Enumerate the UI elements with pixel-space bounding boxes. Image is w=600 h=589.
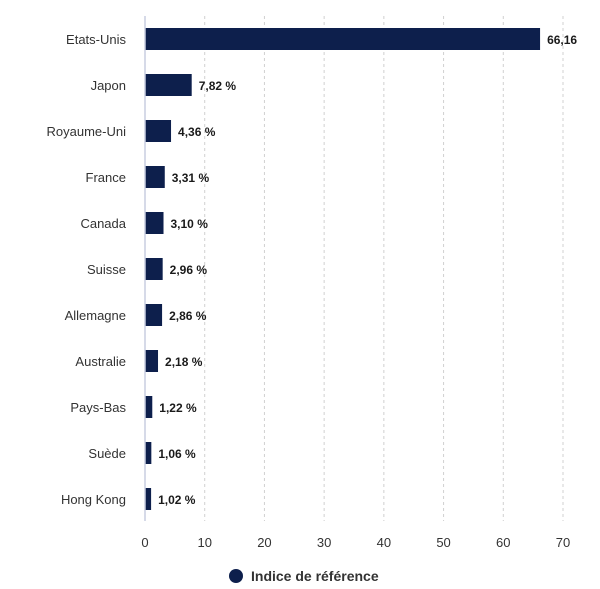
x-tick-label: 30 [317, 535, 331, 550]
value-label: 66,16 [547, 33, 577, 47]
bar[interactable] [145, 396, 153, 418]
x-tick-label: 10 [197, 535, 211, 550]
value-label: 2,86 % [169, 309, 207, 323]
bar[interactable] [145, 258, 163, 280]
bar[interactable] [145, 350, 159, 372]
category-label: Royaume-Uni [47, 124, 127, 139]
x-tick-labels: 0 10 20 30 40 50 60 70 [141, 535, 570, 550]
bar[interactable] [145, 74, 192, 96]
bar[interactable] [145, 304, 163, 326]
legend-label: Indice de référence [251, 568, 379, 584]
value-label: 3,31 % [172, 171, 210, 185]
value-label: 1,02 % [158, 493, 196, 507]
category-label: Australie [75, 354, 126, 369]
bar[interactable] [145, 488, 152, 510]
category-label: Suède [88, 446, 126, 461]
category-label: Etats-Unis [66, 32, 126, 47]
bar[interactable] [145, 120, 172, 142]
value-labels: 66,16 7,82 % 4,36 % 3,31 % 3,10 % 2,96 % 2,86 … [158, 33, 577, 507]
value-label: 2,96 % [170, 263, 208, 277]
category-label: Japon [91, 78, 126, 93]
category-label: France [86, 170, 126, 185]
category-label: Allemagne [65, 308, 126, 323]
value-label: 2,18 % [165, 355, 203, 369]
value-label: 7,82 % [199, 79, 237, 93]
gridlines [204, 16, 564, 521]
x-tick-label: 70 [556, 535, 570, 550]
value-label: 4,36 % [178, 125, 216, 139]
category-labels: Etats-Unis Japon Royaume-Uni France Canada Su… [47, 32, 127, 507]
bar[interactable] [145, 442, 152, 464]
x-tick-label: 60 [496, 535, 510, 550]
x-tick-label: 20 [257, 535, 271, 550]
x-tick-label: 0 [141, 535, 148, 550]
value-label: 3,10 % [171, 217, 209, 231]
bars-group [145, 28, 541, 510]
category-label: Hong Kong [61, 492, 126, 507]
bar[interactable] [145, 212, 164, 234]
bar[interactable] [145, 28, 541, 50]
legend[interactable]: Indice de référence [229, 568, 379, 584]
category-label: Suisse [87, 262, 126, 277]
category-label: Pays-Bas [70, 400, 126, 415]
value-label: 1,22 % [159, 401, 197, 415]
x-tick-label: 40 [377, 535, 391, 550]
category-label: Canada [80, 216, 126, 231]
legend-marker [229, 569, 243, 583]
x-tick-label: 50 [436, 535, 450, 550]
value-label: 1,06 % [158, 447, 196, 461]
bar[interactable] [145, 166, 165, 188]
